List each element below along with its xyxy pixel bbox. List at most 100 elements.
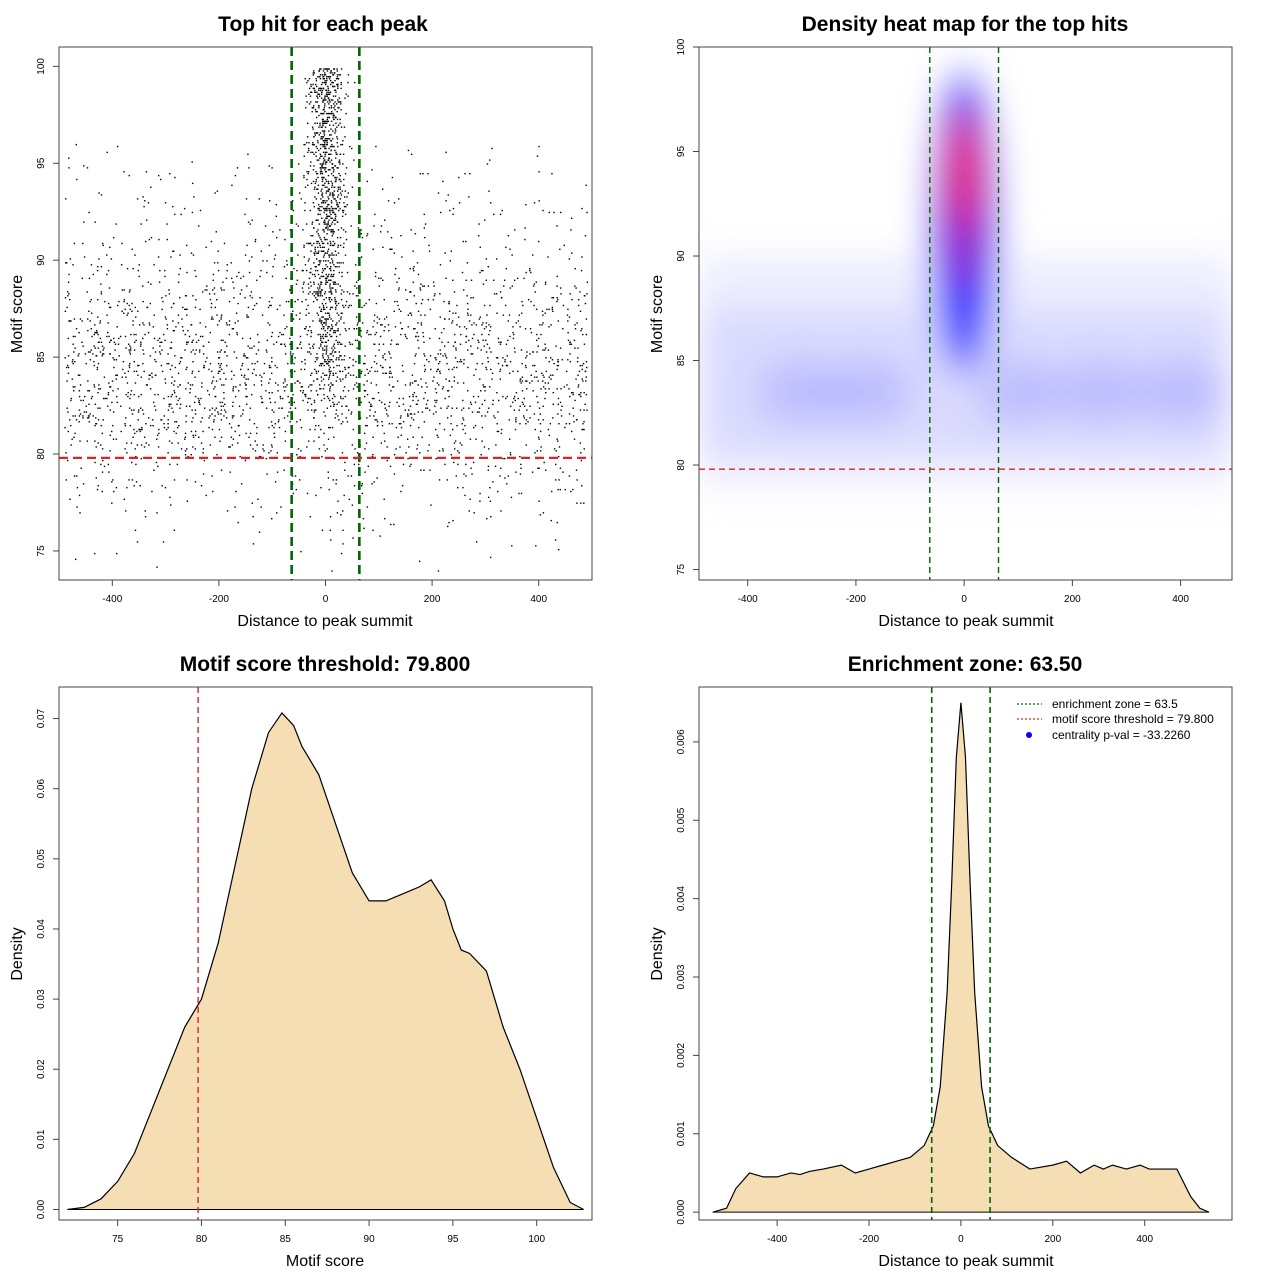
data-point	[388, 376, 391, 378]
data-point	[198, 225, 200, 227]
data-point	[139, 345, 142, 347]
data-point	[276, 452, 279, 454]
data-point	[366, 329, 369, 332]
data-point	[331, 570, 333, 572]
data-point	[307, 172, 309, 175]
data-point	[330, 149, 332, 152]
data-point	[325, 324, 327, 326]
data-point	[313, 343, 315, 345]
data-point	[439, 423, 441, 425]
data-point	[467, 349, 469, 351]
data-point	[442, 180, 444, 183]
data-point	[553, 448, 556, 450]
data-point	[456, 366, 458, 369]
data-point	[328, 370, 330, 373]
data-point	[398, 423, 401, 425]
data-point	[231, 184, 233, 187]
data-point	[245, 357, 248, 359]
data-point	[309, 291, 311, 293]
data-point	[331, 138, 334, 140]
data-point	[450, 415, 452, 417]
data-point	[323, 159, 325, 161]
data-point	[378, 399, 381, 402]
data-point	[134, 306, 137, 309]
data-point	[258, 198, 261, 200]
data-point	[330, 202, 333, 204]
data-point	[325, 120, 327, 123]
data-point	[329, 101, 331, 103]
data-point	[532, 351, 534, 353]
data-point	[566, 314, 569, 316]
data-point	[340, 194, 343, 196]
data-point	[324, 126, 327, 128]
data-point	[519, 473, 522, 475]
data-point	[108, 471, 110, 473]
data-point	[536, 351, 538, 353]
data-point	[316, 312, 319, 314]
data-point	[471, 353, 474, 355]
data-point	[575, 469, 578, 471]
data-point	[268, 244, 270, 247]
data-point	[542, 386, 545, 388]
data-point	[163, 426, 166, 429]
data-point	[335, 254, 338, 256]
data-point	[321, 341, 323, 344]
data-point	[557, 360, 559, 363]
data-point	[97, 391, 99, 394]
data-point	[301, 269, 303, 272]
data-point	[263, 372, 265, 375]
data-point	[322, 337, 324, 340]
data-point	[284, 238, 286, 241]
data-point	[128, 366, 131, 369]
data-point	[335, 479, 338, 481]
data-point	[333, 343, 335, 345]
data-point	[319, 295, 322, 297]
data-point	[314, 134, 316, 136]
data-point	[352, 293, 354, 295]
data-point	[148, 374, 150, 376]
data-point	[155, 461, 158, 464]
data-point	[323, 99, 326, 101]
data-point	[133, 428, 135, 431]
data-point	[343, 359, 345, 361]
data-point	[333, 85, 336, 88]
data-point	[325, 217, 327, 219]
data-point	[543, 461, 545, 464]
data-point	[74, 386, 76, 388]
data-point	[179, 384, 181, 386]
data-point	[317, 252, 320, 254]
data-point	[260, 269, 262, 272]
data-point	[273, 258, 276, 260]
data-point	[72, 359, 74, 361]
data-point	[509, 335, 511, 338]
data-point	[173, 430, 175, 433]
data-point	[191, 384, 194, 386]
data-point	[338, 159, 341, 161]
data-point	[259, 455, 262, 458]
data-point	[354, 384, 356, 386]
data-point	[332, 320, 334, 322]
data-point	[213, 419, 215, 421]
data-point	[131, 413, 134, 415]
data-point	[318, 134, 321, 136]
data-point	[284, 345, 287, 347]
data-point	[181, 326, 184, 328]
data-point	[90, 312, 93, 314]
data-point	[238, 271, 240, 274]
data-point	[576, 322, 578, 324]
data-point	[374, 213, 376, 216]
data-point	[334, 266, 337, 268]
data-point	[310, 85, 312, 88]
data-point	[327, 250, 329, 252]
data-point	[344, 136, 346, 138]
data-point	[326, 112, 328, 115]
data-point	[491, 372, 494, 375]
data-point	[363, 384, 365, 386]
data-point	[437, 192, 440, 194]
data-point	[512, 331, 514, 334]
data-point	[277, 390, 279, 392]
data-point	[145, 442, 147, 444]
data-point	[248, 436, 250, 438]
data-point	[173, 479, 176, 481]
data-point	[224, 341, 226, 344]
